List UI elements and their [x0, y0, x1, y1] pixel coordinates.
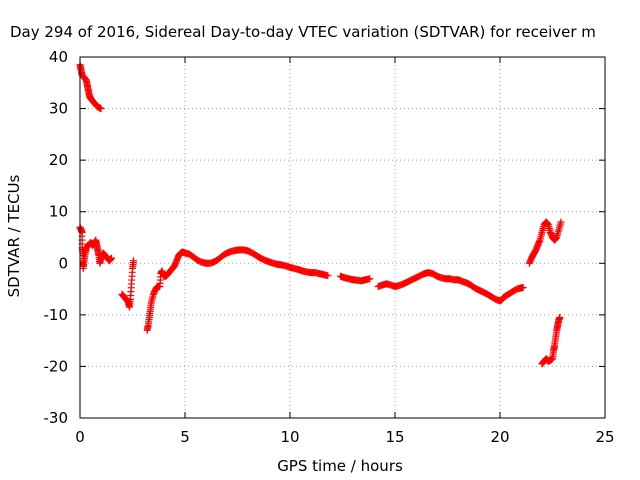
x-tick-label: 5 — [180, 428, 190, 446]
chart-title: Day 294 of 2016, Sidereal Day-to-day VTE… — [10, 23, 596, 41]
x-tick-label: 0 — [75, 428, 85, 446]
data-point — [556, 313, 564, 321]
x-tick-label: 10 — [280, 428, 299, 446]
y-tick-label: 0 — [58, 254, 68, 272]
data-points — [76, 61, 565, 368]
x-tick-label: 25 — [595, 428, 614, 446]
y-tick-label: -10 — [44, 306, 69, 324]
data-point — [97, 105, 105, 113]
y-tick-label: -20 — [44, 357, 69, 375]
data-point — [324, 272, 332, 280]
y-tick-label: 30 — [49, 100, 68, 118]
data-point — [366, 275, 374, 283]
x-tick-label: 20 — [490, 428, 509, 446]
grid — [80, 57, 605, 418]
data-point — [108, 254, 115, 262]
axis-ticks — [79, 56, 606, 419]
y-axis-label: SDTVAR / TECUs — [5, 174, 23, 297]
tick-labels: 0 5 10 15 20 25 -30 -20 -10 0 10 20 30 40 — [44, 48, 615, 446]
y-tick-label: 40 — [49, 48, 68, 66]
y-tick-label: 10 — [49, 203, 68, 221]
x-axis-label: GPS time / hours — [277, 457, 403, 475]
x-tick-label: 15 — [385, 428, 404, 446]
data-point — [519, 284, 527, 292]
y-tick-label: 20 — [49, 151, 68, 169]
data-point — [130, 257, 138, 265]
plot-frame — [79, 56, 606, 419]
y-tick-label: -30 — [44, 409, 69, 427]
data-point — [557, 218, 565, 226]
